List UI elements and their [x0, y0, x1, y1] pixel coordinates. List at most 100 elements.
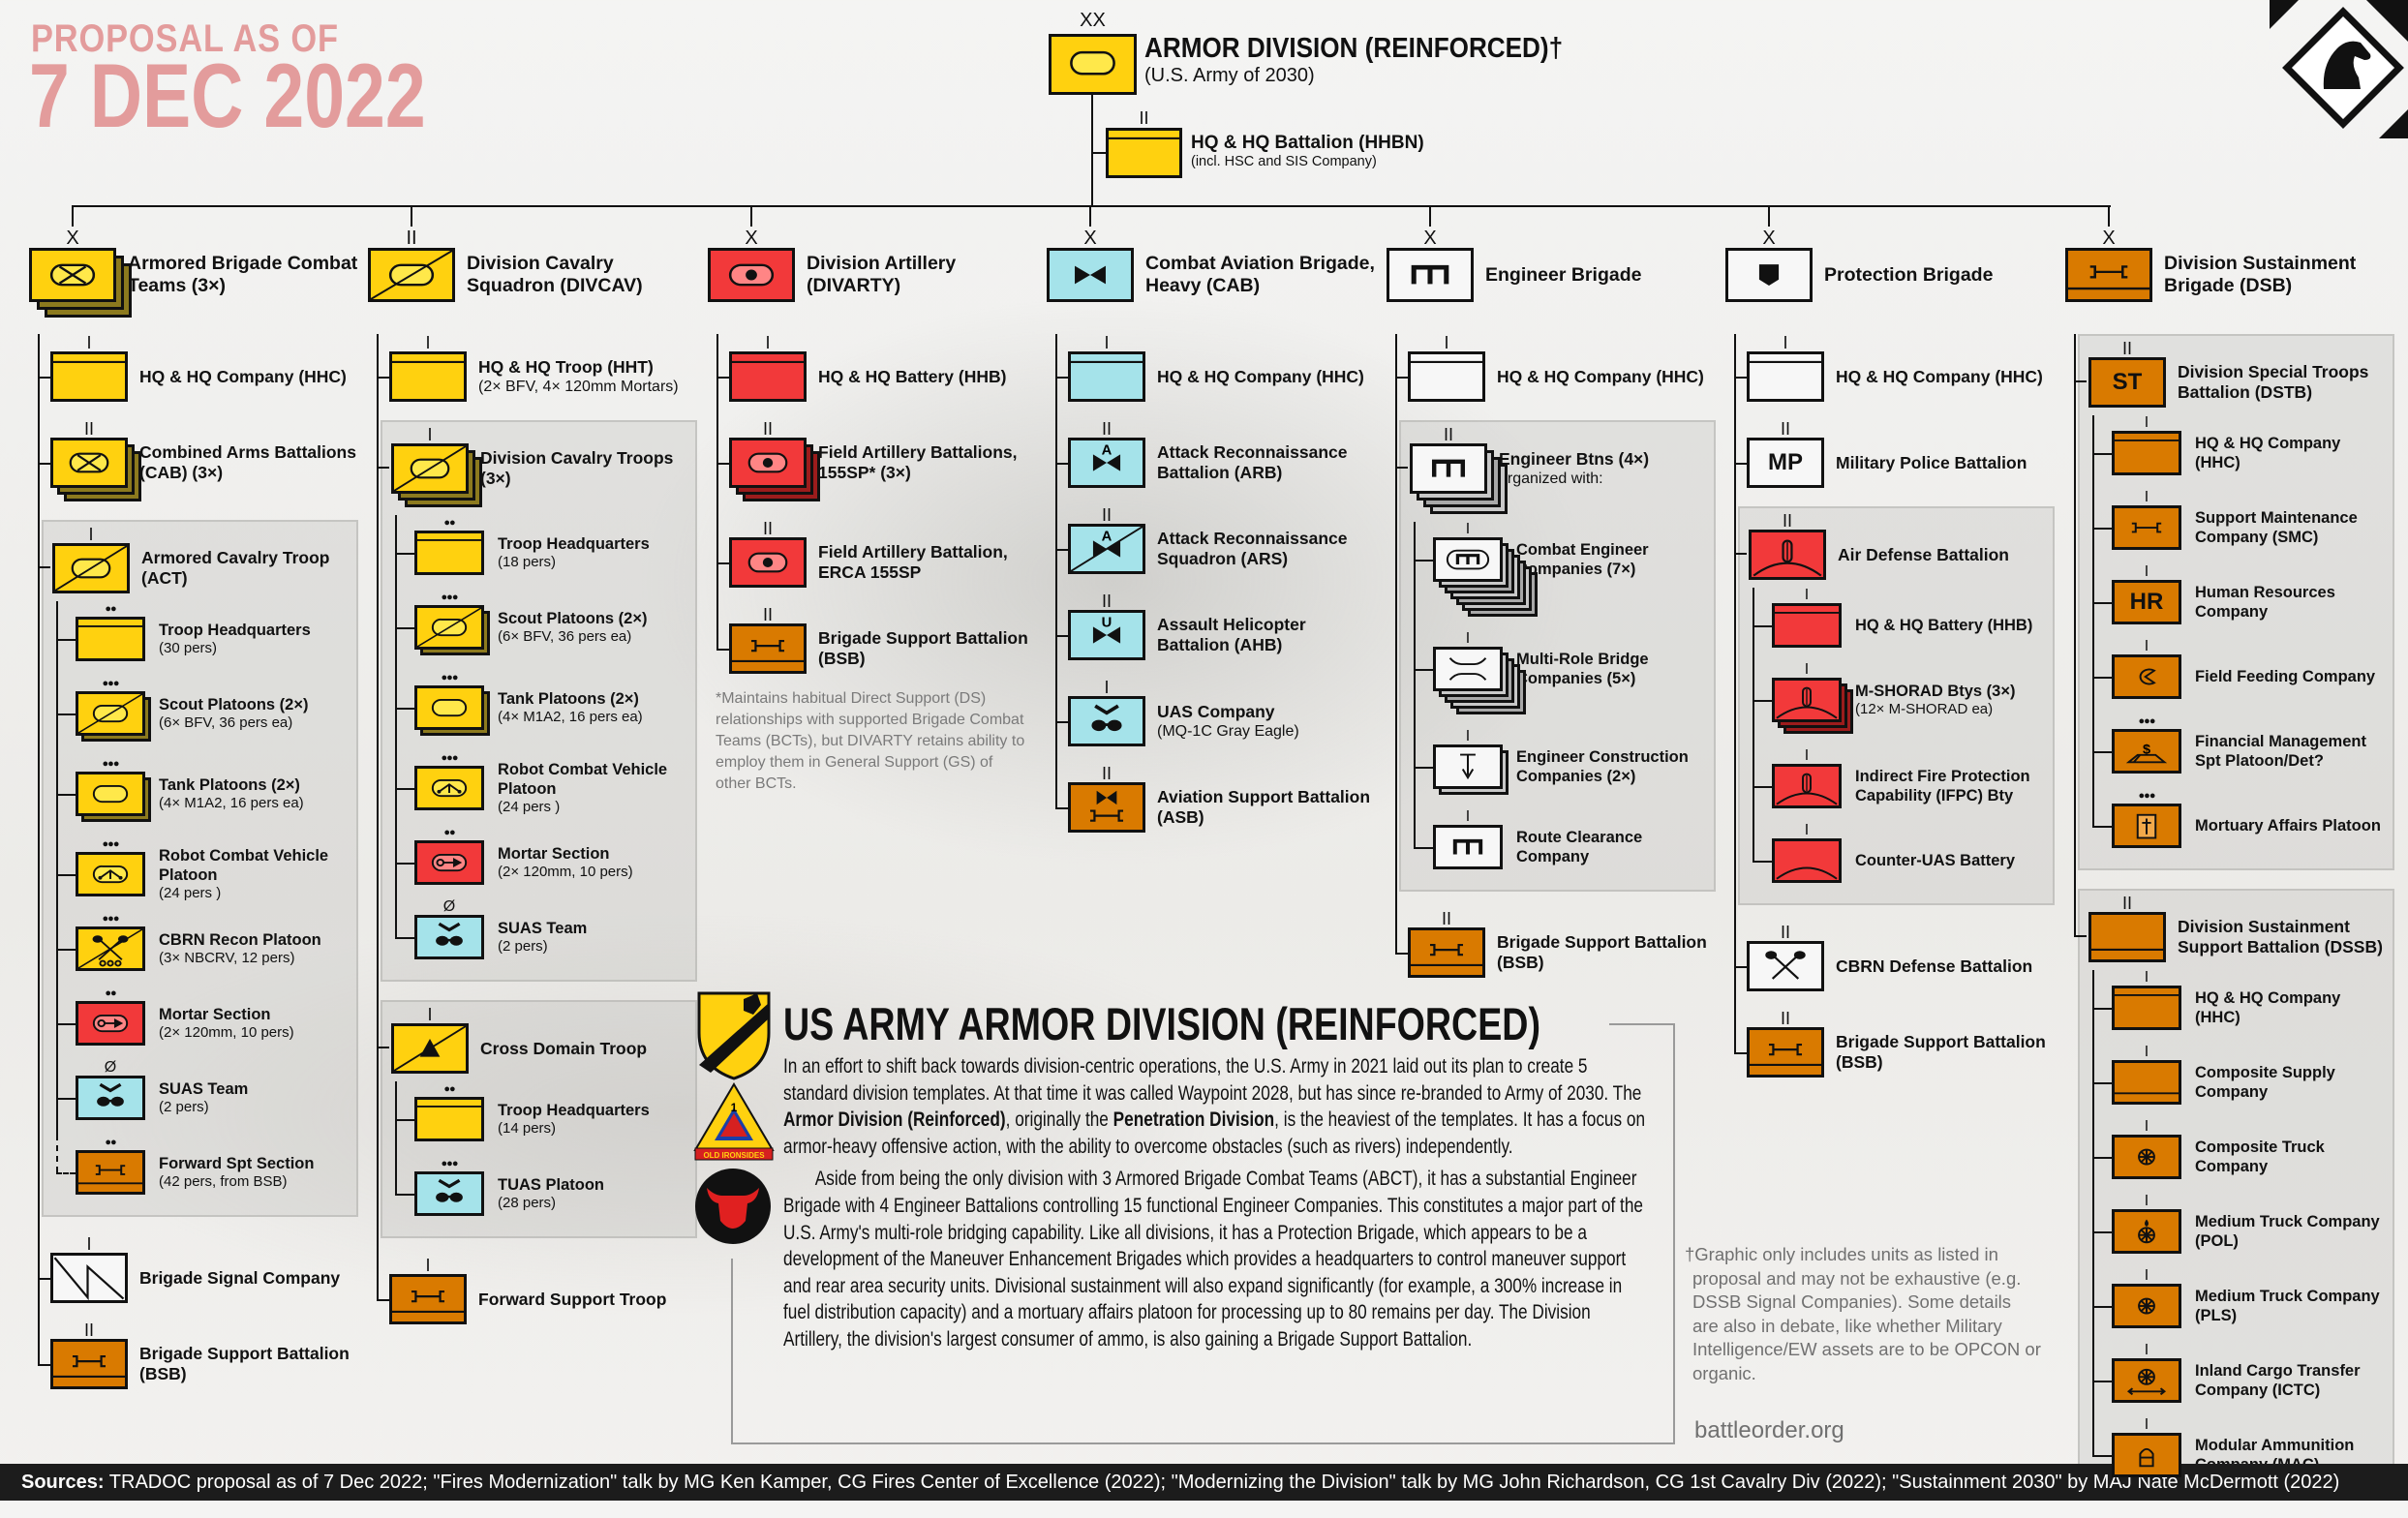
unit[interactable]: I Multi-Role Bridge Companies (5×): [1433, 631, 1708, 714]
unit-symbol[interactable]: [76, 1150, 145, 1195]
unit-symbol[interactable]: $: [2112, 729, 2181, 774]
unit[interactable]: ●● Forward Spt Section (42 pers, from BSB): [76, 1135, 351, 1195]
unit[interactable]: II Engineer Btns (4×) organized with:: [1410, 426, 1708, 522]
unit-symbol[interactable]: [708, 248, 795, 302]
unit-symbol[interactable]: [2112, 1135, 2181, 1179]
unit[interactable]: I Engineer Construction Companies (2×): [1433, 729, 1708, 795]
unit-symbol[interactable]: [1772, 603, 1842, 648]
unit-symbol[interactable]: [1433, 744, 1509, 795]
unit-symbol[interactable]: [1047, 248, 1134, 302]
unit-symbol[interactable]: [2112, 431, 2181, 475]
column-header[interactable]: X Engineer Brigade: [1387, 228, 1716, 302]
unit[interactable]: II Division Sustainment Support Battalion…: [2088, 895, 2387, 970]
unit-symbol[interactable]: [729, 438, 820, 501]
unit[interactable]: ●●● $ Financial Management Spt Platoon/Det…: [2112, 713, 2387, 774]
unit-symbol[interactable]: [1725, 248, 1813, 302]
unit-symbol[interactable]: [391, 1023, 469, 1074]
unit[interactable]: I Medium Truck Company (POL): [2112, 1194, 2387, 1254]
unit[interactable]: II A Attack Reconnaissance Battalion (ARB): [1068, 420, 1376, 488]
unit-symbol[interactable]: [391, 443, 482, 507]
unit-symbol[interactable]: [50, 438, 141, 501]
unit[interactable]: II CBRN Defense Battalion: [1747, 924, 2055, 991]
unit-symbol[interactable]: [1068, 696, 1145, 746]
unit[interactable]: ●●● Mortuary Affairs Platoon: [2112, 788, 2387, 848]
unit[interactable]: I Division Cavalry Troops (3×): [391, 426, 689, 515]
unit-symbol[interactable]: [414, 766, 484, 810]
unit[interactable]: I Cross Domain Troop: [391, 1006, 689, 1081]
unit[interactable]: I Support Maintenance Company (SMC): [2112, 490, 2387, 550]
unit-symbol[interactable]: [2112, 1284, 2181, 1328]
unit-symbol[interactable]: [1408, 927, 1485, 978]
unit-symbol[interactable]: [76, 617, 145, 661]
unit-symbol[interactable]: [1747, 1027, 1824, 1078]
unit[interactable]: ●●● Tank Platoons (2×) (4× M1A2, 16 pers e…: [414, 670, 689, 736]
unit-symbol[interactable]: [2112, 1358, 2181, 1403]
column-header[interactable]: X Combat Aviation Brigade, Heavy (CAB): [1047, 228, 1376, 302]
unit[interactable]: ●●● Tank Platoons (2×) (4× M1A2, 16 pers e…: [76, 756, 351, 822]
column-header[interactable]: II Division Cavalry Squadron (DIVCAV): [368, 228, 697, 302]
unit[interactable]: ●● Mortar Section (2× 120mm, 10 pers): [76, 986, 351, 1046]
unit[interactable]: II Brigade Support Battalion (BSB): [729, 606, 1037, 674]
unit-symbol[interactable]: [729, 351, 807, 402]
unit[interactable]: ●● Troop Headquarters (18 pers): [414, 515, 689, 575]
unit[interactable]: I HQ & HQ Company (HHC): [1408, 334, 1716, 402]
unit[interactable]: I HQ & HQ Company (HHC): [2112, 970, 2387, 1030]
site-url[interactable]: battleorder.org: [1694, 1417, 1844, 1443]
unit-symbol[interactable]: [1772, 838, 1842, 883]
unit-symbol[interactable]: [50, 1339, 128, 1389]
unit[interactable]: II Air Defense Battalion: [1749, 512, 2047, 588]
unit[interactable]: II Field Artillery Battalion, ERCA 155SP: [729, 520, 1037, 588]
unit[interactable]: ●●● Robot Combat Vehicle Platoon (24 pers …: [76, 836, 351, 901]
unit[interactable]: I Indirect Fire Protection Capability (IF…: [1772, 748, 2047, 808]
unit-symbol[interactable]: [414, 840, 484, 885]
unit[interactable]: I UAS Company (MQ-1C Gray Eagle): [1068, 679, 1376, 746]
unit[interactable]: I HQ & HQ Battery (HHB): [729, 334, 1037, 402]
unit-symbol[interactable]: [2112, 804, 2181, 848]
unit-symbol[interactable]: ST: [2088, 357, 2166, 408]
unit-symbol[interactable]: [76, 1076, 145, 1120]
unit-symbol[interactable]: [368, 248, 455, 302]
unit[interactable]: I HR Human Resources Company: [2112, 564, 2387, 624]
unit[interactable]: II A Attack Reconnaissance Squadron (ARS): [1068, 506, 1376, 574]
unit[interactable]: I HQ & HQ Company (HHC): [2112, 415, 2387, 475]
unit-symbol[interactable]: HR: [2112, 580, 2181, 624]
unit-symbol[interactable]: [76, 852, 145, 896]
unit-symbol[interactable]: [1068, 351, 1145, 402]
unit-symbol[interactable]: [414, 1171, 484, 1216]
unit[interactable]: I Brigade Signal Company: [50, 1235, 358, 1303]
unit[interactable]: I Combat Engineer Companies (7×): [1433, 522, 1708, 617]
unit-symbol[interactable]: [729, 623, 807, 674]
unit-symbol[interactable]: [2112, 1060, 2181, 1105]
unit-symbol[interactable]: [1747, 941, 1824, 991]
unit[interactable]: II MP Military Police Battalion: [1747, 420, 2055, 488]
unit[interactable]: ●●● Scout Platoons (2×) (6× BFV, 36 pers e…: [76, 676, 351, 742]
column-header[interactable]: X Division Artillery (DIVARTY): [708, 228, 1037, 302]
unit[interactable]: II Combined Arms Battalions (CAB) (3×): [50, 420, 358, 501]
unit-symbol[interactable]: [1410, 443, 1508, 514]
unit-symbol[interactable]: A: [1068, 438, 1145, 488]
unit-symbol[interactable]: [1433, 647, 1526, 714]
unit[interactable]: Ø SUAS Team (2 pers): [414, 899, 689, 959]
unit[interactable]: I Counter-UAS Battery: [1772, 823, 2047, 883]
unit-symbol[interactable]: [76, 926, 145, 971]
unit[interactable]: I Inland Cargo Transfer Company (ICTC): [2112, 1343, 2387, 1403]
unit-symbol[interactable]: [1747, 351, 1824, 402]
unit-symbol[interactable]: U: [1068, 610, 1145, 660]
unit-symbol[interactable]: [1749, 530, 1826, 580]
unit[interactable]: I Route Clearance Company: [1433, 809, 1708, 869]
unit-symbol[interactable]: [1772, 764, 1842, 808]
unit[interactable]: I Composite Truck Company: [2112, 1119, 2387, 1179]
unit-symbol[interactable]: [2112, 1209, 2181, 1254]
unit[interactable]: I Field Feeding Company: [2112, 639, 2387, 699]
unit-symbol[interactable]: [50, 351, 128, 402]
unit[interactable]: I HQ & HQ Company (HHC): [50, 334, 358, 402]
column-header[interactable]: X Armored Brigade Combat Teams (3×): [29, 228, 358, 318]
unit-symbol[interactable]: MP: [1747, 438, 1824, 488]
unit[interactable]: ●● Mortar Section (2× 120mm, 10 pers): [414, 825, 689, 885]
unit[interactable]: I HQ & HQ Troop (HHT) (2× BFV, 4× 120mm Mo…: [389, 334, 697, 402]
column-header[interactable]: X Protection Brigade: [1725, 228, 2055, 302]
unit-symbol[interactable]: A: [1068, 524, 1145, 574]
unit-symbol[interactable]: [2065, 248, 2152, 302]
unit-symbol[interactable]: [1772, 678, 1853, 734]
unit[interactable]: I HQ & HQ Company (HHC): [1068, 334, 1376, 402]
